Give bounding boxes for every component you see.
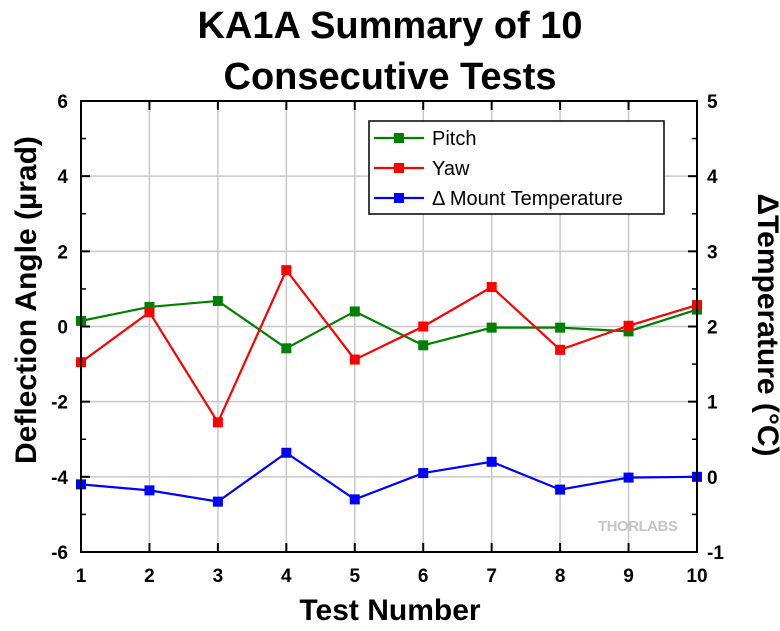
data-point — [212, 417, 223, 428]
y2-tick-label: 2 — [707, 318, 718, 339]
y-tick-label: -4 — [51, 468, 68, 489]
series-line — [80, 451, 698, 503]
data-point — [212, 295, 223, 306]
x-tick-label: 9 — [623, 566, 634, 587]
y2-tick-label: 5 — [707, 92, 718, 113]
series-line — [80, 299, 698, 350]
chart-title-line-2: Consecutive Tests — [224, 56, 557, 98]
x-tick-label: 4 — [281, 566, 292, 587]
data-point — [623, 326, 634, 337]
data-point — [486, 282, 497, 293]
data-point — [281, 343, 292, 354]
y-tick-label: -6 — [51, 543, 68, 564]
legend-label: Yaw — [432, 158, 470, 180]
data-point — [623, 320, 634, 331]
data-point — [212, 496, 223, 507]
y-tick-label: 6 — [57, 92, 68, 113]
axis-ticks: 1 2 3 4 5 6 7 8 9 10 -6 -4 -2 0 2 4 6 -1 0 1 2 3 4 5 — [51, 92, 724, 587]
y2-axis-title: ΔTemperature (°C) — [751, 193, 780, 456]
y2-tick-label: 3 — [707, 242, 718, 263]
y2-tick-label: 1 — [707, 393, 718, 414]
data-point — [144, 301, 155, 312]
data-point — [555, 484, 566, 495]
y-tick-label: 0 — [57, 318, 68, 339]
data-point — [486, 456, 497, 467]
y2-tick-label: -1 — [707, 543, 724, 564]
chart-title-line-1: KA1A Summary of 10 — [197, 5, 582, 47]
data-point — [281, 265, 292, 276]
data-point — [418, 468, 429, 479]
data-point — [349, 354, 360, 365]
y-tick-label: -2 — [51, 393, 68, 414]
data-point — [349, 494, 360, 505]
x-tick-label: 5 — [349, 566, 360, 587]
x-axis-title: Test Number — [299, 594, 480, 627]
data-point — [281, 447, 292, 458]
legend-label: Δ Mount Temperature — [432, 188, 623, 210]
legend-label: Pitch — [432, 128, 476, 150]
thorlabs-watermark: THORLABS — [598, 518, 678, 535]
y2-tick-label: 0 — [707, 468, 718, 489]
legend: Pitch Yaw Δ Mount Temperature — [368, 120, 665, 215]
data-point — [349, 306, 360, 317]
legend-swatch-marker — [394, 163, 404, 173]
data-point — [555, 322, 566, 333]
series-line — [80, 267, 698, 425]
x-tick-label: 10 — [686, 566, 707, 587]
plot-frame — [80, 100, 698, 553]
data-point — [555, 344, 566, 355]
y-axis-title: Deflection Angle (µrad) — [10, 136, 43, 464]
data-point — [144, 307, 155, 318]
x-tick-label: 2 — [144, 566, 155, 587]
y-tick-label: 2 — [57, 242, 68, 263]
data-point — [144, 485, 155, 496]
y-tick-label: 4 — [57, 167, 68, 188]
data-point — [418, 321, 429, 332]
legend-swatch-marker — [394, 133, 404, 143]
x-tick-label: 6 — [418, 566, 429, 587]
x-tick-label: 7 — [486, 566, 497, 587]
data-point — [623, 472, 634, 483]
data-point — [486, 322, 497, 333]
y2-tick-label: 4 — [707, 167, 718, 188]
x-tick-label: 3 — [213, 566, 224, 587]
x-tick-label: 8 — [555, 566, 566, 587]
data-point — [418, 340, 429, 351]
x-tick-label: 1 — [76, 566, 87, 587]
legend-swatch-marker — [394, 193, 404, 203]
